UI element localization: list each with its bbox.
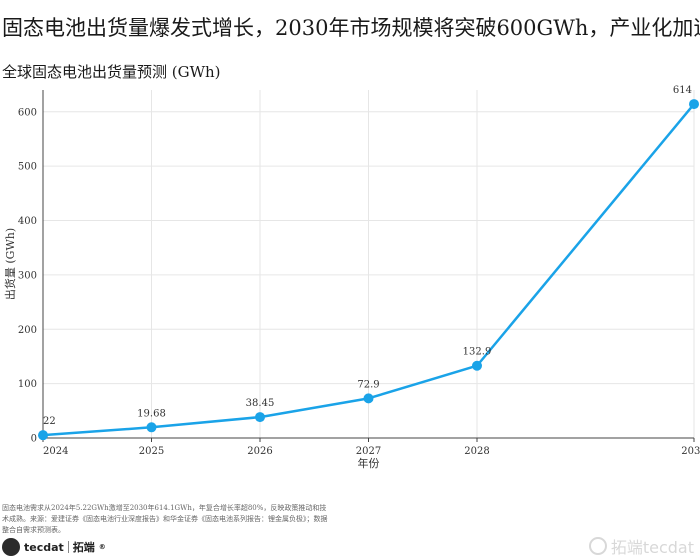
brand-registered-mark: ®: [98, 543, 106, 551]
data-point: [363, 393, 374, 404]
x-axis-title: 年份: [358, 456, 380, 470]
y-tick-label: 300: [18, 270, 37, 281]
data-point: [38, 430, 48, 441]
data-point: [146, 422, 157, 433]
axes: 0 100 200 300 400 500 600 2024 2025 2026 2027 2028 2…: [3, 90, 700, 470]
y-tick-label: 0: [31, 434, 37, 445]
line-chart: 0 100 200 300 400 500 600 2024 2025 2026 2027 2028 2…: [3, 85, 700, 470]
tecdat-logo-icon: [2, 538, 20, 556]
data-label: 614: [673, 85, 692, 96]
brand-logo: tecdat 拓端 ®: [2, 537, 106, 557]
watermark: 拓端tecdat: [588, 534, 694, 558]
chart-headline: 固态电池出货量爆发式增长，2030年市场规模将突破600GWh，产业化加速: [2, 16, 700, 40]
data-series: [38, 99, 699, 441]
x-tick-label: 2025: [139, 446, 164, 457]
data-label: 132.9: [463, 347, 492, 358]
y-tick-label: 600: [18, 107, 37, 118]
data-point: [689, 99, 699, 110]
brand-logo-text: tecdat: [24, 540, 64, 554]
data-point: [255, 412, 265, 423]
grid-lines: [43, 90, 695, 438]
y-axis-title: 出货量 (GWh): [3, 228, 17, 300]
chart-title: 全球固态电池出货量预测 (GWh): [2, 63, 221, 81]
data-point: [472, 360, 482, 371]
footnote: 固态电池需求从2024年5.22GWh激增至2030年614.1GWh，年复合增…: [2, 504, 328, 534]
data-label: 72.9: [357, 379, 379, 390]
weibo-icon: [588, 537, 607, 555]
data-label: 19.68: [137, 408, 166, 419]
brand-name: 拓端: [72, 541, 95, 554]
watermark-text: 拓端tecdat: [610, 538, 694, 557]
y-tick-label: 100: [18, 379, 37, 390]
x-tick-label: 2027: [356, 446, 381, 457]
brand-separator: [67, 541, 69, 553]
x-tick-label: 2030: [681, 446, 700, 457]
x-tick-label: 2028: [464, 446, 489, 457]
y-tick-label: 400: [18, 216, 37, 227]
data-label: 22: [43, 416, 56, 427]
series-line: [42, 103, 695, 437]
x-tick-label: 2024: [43, 446, 68, 457]
data-labels: 22 19.68 38.45 72.9 132.9 614: [43, 85, 692, 427]
x-tick-label: 2026: [247, 446, 272, 457]
y-tick-label: 500: [18, 162, 37, 173]
data-label: 38.45: [246, 398, 275, 409]
y-tick-label: 200: [18, 325, 37, 336]
